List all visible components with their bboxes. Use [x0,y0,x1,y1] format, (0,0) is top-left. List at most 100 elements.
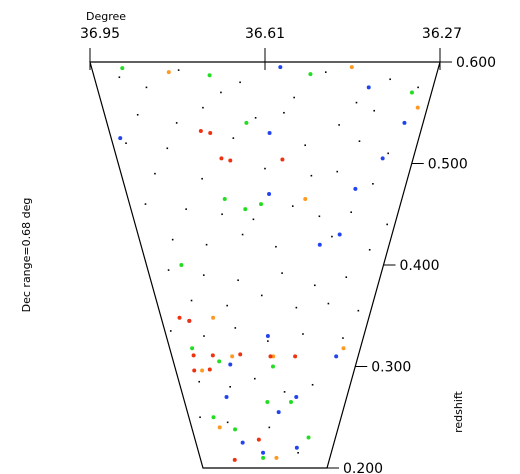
galaxy-point [241,233,244,236]
y-tick-label: 0.600 [456,55,496,71]
galaxy-point [278,65,283,70]
galaxy-point [171,238,174,241]
galaxy-point [350,211,352,214]
galaxy-point [191,353,196,358]
galaxy-point [302,333,304,335]
galaxy-point [389,78,391,81]
galaxy-point [306,435,311,440]
galaxy-point [228,362,233,367]
galaxy-point [373,109,376,112]
galaxy-point [144,203,147,205]
galaxy-point [336,170,339,173]
galaxy-point [254,117,257,119]
galaxy-point [198,129,203,134]
galaxy-point [283,111,285,114]
galaxy-point [342,337,344,339]
galaxy-point [327,302,330,305]
galaxy-point [210,353,215,358]
galaxy-point [372,183,374,185]
galaxy-point [259,202,264,207]
galaxy-point [205,243,208,246]
galaxy-point [402,120,407,125]
galaxy-point [230,354,235,359]
galaxy-point [341,346,346,351]
y-tick-label: 0.300 [371,360,411,376]
galaxy-point [267,131,272,136]
galaxy-point [221,213,223,216]
galaxy-point [338,124,340,126]
galaxy-point [368,248,371,251]
galaxy-point [207,73,212,78]
galaxy-point [220,91,222,94]
galaxy-point [288,400,293,405]
galaxy-point [200,368,205,373]
galaxy-point [274,455,279,460]
galaxy-point [409,90,414,95]
galaxy-point [317,242,322,247]
galaxy-point [283,391,286,393]
galaxy-point [417,86,419,89]
galaxy-point [303,197,308,202]
galaxy-point [349,65,354,70]
galaxy-point [233,427,238,432]
galaxy-point [324,71,327,73]
galaxy-point [276,410,281,415]
galaxy-point [293,96,295,99]
galaxy-point [358,140,361,142]
galaxy-point [203,335,205,337]
galaxy-point [297,451,299,454]
galaxy-point [232,457,237,462]
galaxy-point [268,426,271,429]
galaxy-point [256,437,261,442]
galaxy-point [334,354,339,359]
galaxy-point [222,197,227,202]
galaxy-point [252,218,255,221]
galaxy-point [125,142,127,144]
galaxy-point [243,207,248,212]
galaxy-point [380,156,385,161]
galaxy-point [187,318,192,323]
galaxy-point [291,205,294,207]
galaxy-point [387,152,389,155]
galaxy-point [185,208,187,210]
galaxy-point [217,359,222,364]
galaxy-point [190,299,193,302]
galaxy-point [219,156,224,161]
galaxy-point [208,131,213,136]
galaxy-point [154,172,156,175]
galaxy-point [261,450,266,455]
galaxy-point [280,157,285,162]
galaxy-point [201,177,203,180]
galaxy-point [310,174,313,177]
galaxy-point [268,354,273,359]
galaxy-point [118,76,121,79]
galaxy-point [177,315,182,320]
galaxy-point [118,136,123,141]
galaxy-point [265,334,270,339]
galaxy-point [175,122,178,124]
galaxy-point [275,245,277,248]
galaxy-point [281,272,283,274]
galaxy-point [192,368,197,373]
galaxy-point [136,113,139,116]
x-axis-label: Degree [86,10,126,23]
galaxy-point [264,167,266,170]
galaxy-point [198,380,201,383]
galaxy-point [271,354,276,359]
x-tick-label: 36.61 [245,26,285,42]
y-tick-label: 0.500 [428,157,468,173]
galaxy-point [244,120,249,125]
y-tick-label: 0.200 [343,461,383,474]
galaxy-point [232,137,235,139]
galaxy-point [270,364,275,369]
galaxy-point [294,394,299,399]
galaxy-point [337,232,342,237]
galaxy-point [166,147,169,150]
galaxy-point [217,425,222,430]
galaxy-point [202,106,204,109]
x-tick-label: 36.27 [422,26,462,42]
galaxy-point [304,144,306,147]
galaxy-point [311,383,314,386]
side-label: Dec range=0.68 deg [20,198,33,313]
